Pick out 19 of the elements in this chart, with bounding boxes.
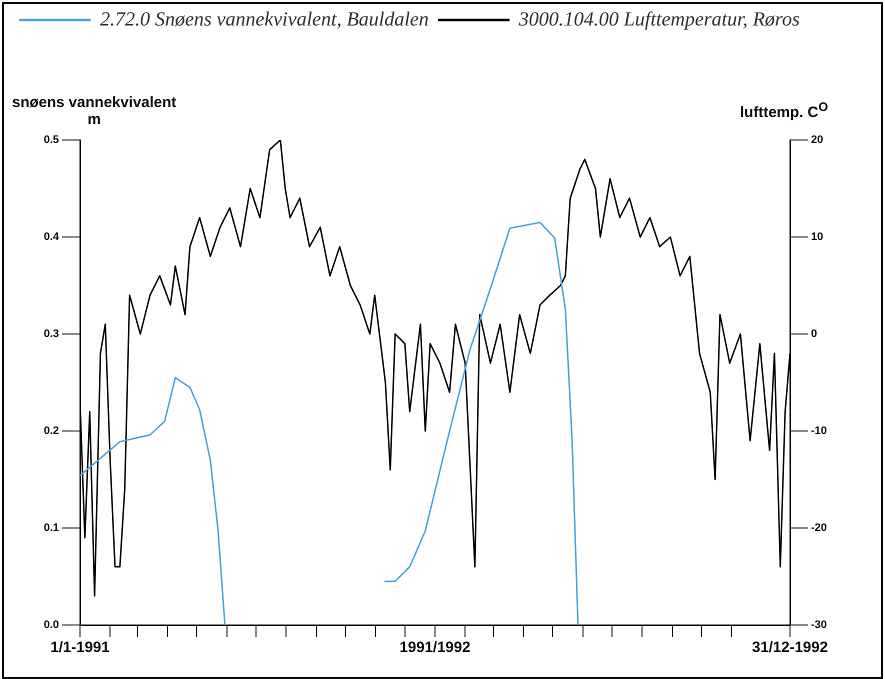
y2-tick-label: -20 [811,522,827,534]
y2-tick-label: 20 [811,134,824,146]
legend-label: 3000.104.00 Lufttemperatur, Røros [518,8,800,30]
y2-axis-title: lufttemp. C$^{O}$ [740,100,828,121]
y-tick-label: 0.4 [44,231,60,244]
x-tick-label: 1/1-1991 [50,639,110,656]
y2-tick-label: -30 [811,619,827,632]
y-tick-label: 0.2 [44,425,59,438]
x-tick-label: 1991/1992 [400,639,470,656]
y-tick-label: 0.0 [44,619,59,632]
y2-tick-label: 0 [811,328,818,340]
y-tick-label: 0.5 [44,134,59,146]
y2-tick-label: -10 [811,425,827,438]
y-axis-title: snøens vannekvivalent m [12,94,176,128]
legend-label: 2.72.0 Snøens vannekvivalent, Bauldalen [100,8,429,30]
y-tick-label: 0.3 [44,328,59,340]
y-tick-label: 0.1 [44,522,59,534]
x-tick-label: 31/12-1992 [752,639,828,656]
y2-tick-label: 10 [811,231,824,244]
